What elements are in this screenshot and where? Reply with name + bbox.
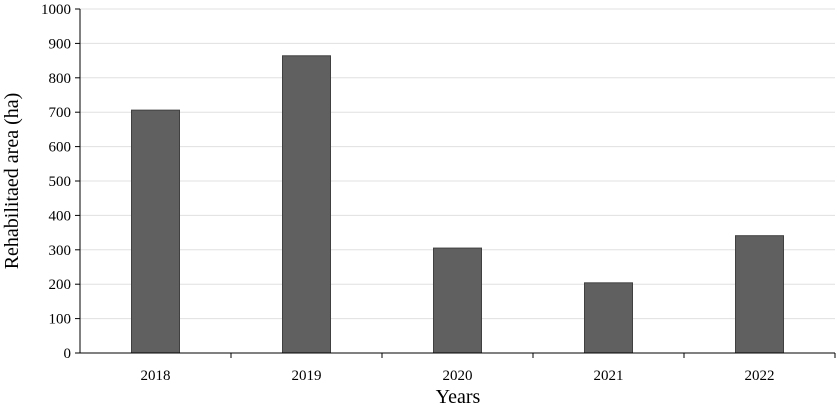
y-tick-label: 700 bbox=[49, 105, 72, 121]
bar-2020 bbox=[433, 247, 482, 354]
bar-2021 bbox=[584, 282, 633, 354]
y-tick-label: 900 bbox=[49, 36, 72, 52]
y-tick-label: 300 bbox=[49, 243, 72, 259]
y-tick-label: 400 bbox=[49, 208, 72, 224]
x-tick-labels: 2018 2019 2020 2021 2022 bbox=[141, 368, 775, 384]
y-tick-label: 600 bbox=[49, 140, 72, 156]
bar-2018 bbox=[131, 109, 180, 354]
y-tick-labels: 0 100 200 300 400 500 600 700 800 900 1000 bbox=[41, 2, 71, 362]
bars bbox=[131, 55, 784, 354]
x-tick-label-2020: 2020 bbox=[443, 368, 473, 384]
bar-2022 bbox=[735, 235, 784, 354]
x-axis-title: Years bbox=[436, 386, 481, 407]
y-tick-label: 0 bbox=[64, 346, 72, 362]
y-tick-label: 500 bbox=[49, 174, 72, 190]
x-tick-label-2022: 2022 bbox=[745, 368, 775, 384]
y-tick-label: 800 bbox=[49, 71, 72, 87]
bar-2019 bbox=[282, 55, 331, 354]
y-tick-label: 100 bbox=[49, 312, 72, 328]
y-axis-title: Rehabilitaed area (ha) bbox=[1, 93, 23, 270]
gridlines bbox=[80, 8, 835, 320]
x-tick-label-2021: 2021 bbox=[594, 368, 624, 384]
x-tick-label-2019: 2019 bbox=[292, 368, 322, 384]
y-tick-label: 1000 bbox=[41, 2, 71, 18]
axes bbox=[75, 8, 836, 358]
y-tick-label: 200 bbox=[49, 277, 72, 293]
x-tick-label-2018: 2018 bbox=[141, 368, 171, 384]
